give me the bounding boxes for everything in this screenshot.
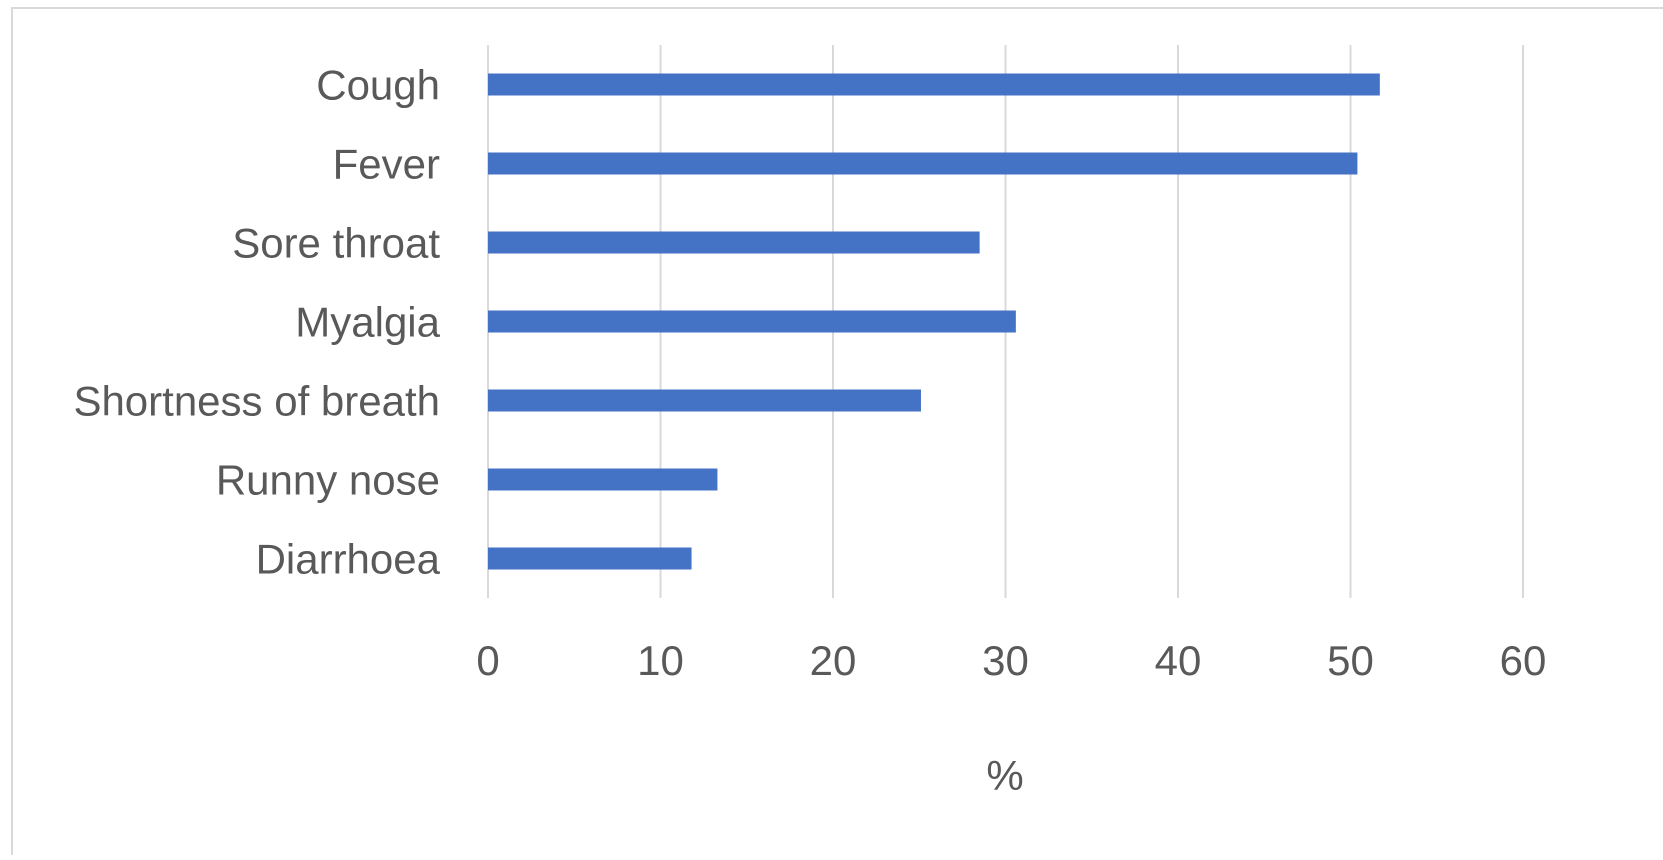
category-label: Runny nose: [216, 457, 440, 504]
x-tick-label: 40: [1155, 637, 1202, 684]
category-label: Sore throat: [232, 220, 440, 267]
x-axis-title: %: [986, 752, 1023, 799]
bar-myalgia: [488, 310, 1016, 333]
category-labels: Cough Fever Sore throat Myalgia Shortness of…: [73, 62, 440, 583]
chart-border: [11, 7, 1663, 860]
x-tick-label: 10: [637, 637, 684, 684]
bar-sore-throat: [488, 231, 980, 254]
x-tick-label: 0: [476, 637, 499, 684]
x-tick-label: 20: [810, 637, 857, 684]
x-tick-label: 60: [1500, 637, 1547, 684]
bars: [488, 73, 1380, 570]
x-tick-label: 50: [1327, 637, 1374, 684]
x-tick-labels: 0 10 20 30 40 50 60: [476, 637, 1546, 684]
bar-shortness-of-breath: [488, 389, 921, 412]
category-label: Fever: [333, 141, 440, 188]
x-tick-label: 30: [982, 637, 1029, 684]
bar-fever: [488, 152, 1358, 175]
bar-cough: [488, 73, 1380, 96]
category-label: Cough: [316, 62, 440, 109]
category-label: Myalgia: [295, 299, 440, 346]
category-label: Shortness of breath: [73, 378, 440, 425]
bar-runny-nose: [488, 468, 718, 491]
category-label: Diarrhoea: [256, 536, 441, 583]
bar-diarrhoea: [488, 547, 692, 570]
